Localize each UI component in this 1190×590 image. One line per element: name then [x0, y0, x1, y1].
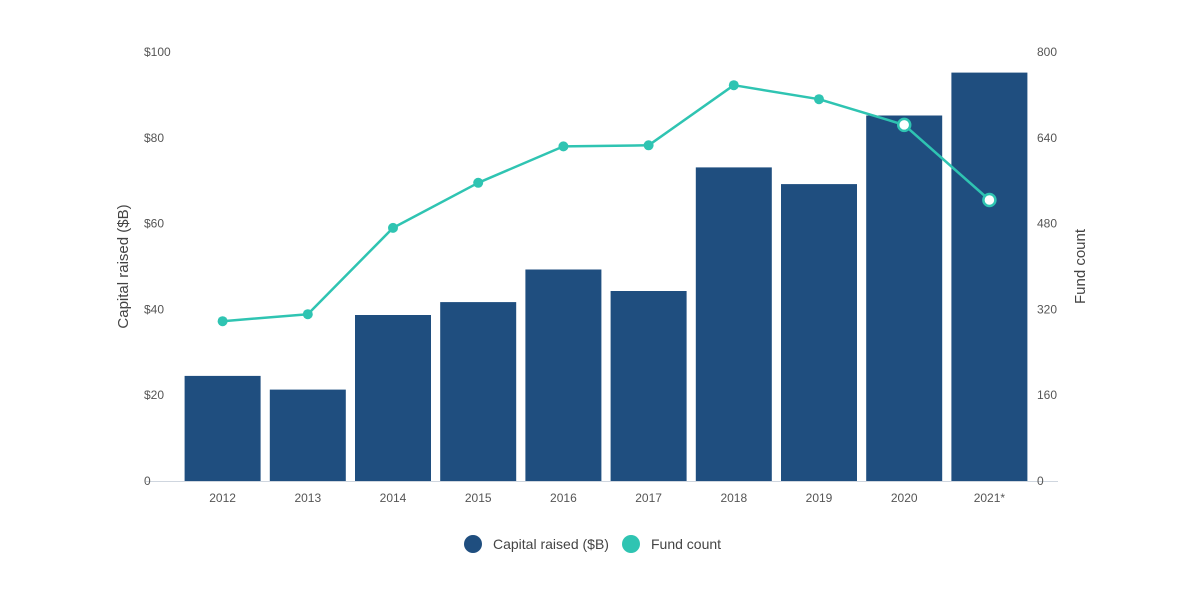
bar-2015 — [440, 302, 517, 481]
x-tick-label: 2017 — [635, 491, 662, 505]
x-tick-label: 2013 — [294, 491, 321, 505]
legend-label-fund-count: Fund count — [651, 536, 721, 552]
line-layer — [217, 80, 997, 327]
bar-2013 — [269, 389, 346, 481]
x-tick-label: 2014 — [380, 491, 407, 505]
fund-count-point-2012 — [217, 316, 228, 327]
legend-label-capital-raised: Capital raised ($B) — [493, 536, 609, 552]
fund-count-point-2016 — [558, 141, 569, 152]
y-right-tick-label: 480 — [1037, 217, 1057, 231]
x-tick-label: 2015 — [465, 491, 492, 505]
y-right-tick-label: 160 — [1037, 388, 1057, 402]
x-tick-label: 2021* — [974, 491, 1006, 505]
legend-item-fund-count[interactable]: Fund count — [622, 535, 721, 553]
y-left-tick-label: $20 — [144, 388, 164, 402]
fund-count-point-2015 — [473, 177, 484, 188]
y-left-tick-label: $80 — [144, 131, 164, 145]
x-tick-label: 2012 — [209, 491, 236, 505]
y-left-tick-label: $100 — [144, 45, 171, 59]
bar-2020 — [866, 115, 943, 481]
axes-layer: 0 $20 $40 $60 $80 $100 0 160 320 480 640 800 2012 201… — [115, 45, 1089, 505]
y-left-axis-title: Capital raised ($B) — [115, 204, 132, 328]
y-left-tick-label: $60 — [144, 217, 164, 231]
y-right-tick-label: 0 — [1037, 474, 1044, 488]
y-left-tick-label: $40 — [144, 302, 164, 316]
bar-2016 — [525, 269, 602, 481]
bar-2012 — [184, 375, 261, 481]
y-left-tick-label: 0 — [144, 474, 151, 488]
x-tick-label: 2019 — [806, 491, 833, 505]
fund-count-point-2018 — [728, 80, 739, 91]
y-right-tick-label: 320 — [1037, 302, 1057, 316]
fund-count-point-2021* — [982, 192, 997, 208]
fund-count-line — [222, 83, 991, 323]
bar-2018 — [695, 167, 772, 481]
x-tick-label: 2018 — [720, 491, 747, 505]
bar-2021* — [951, 72, 1028, 481]
y-right-tick-label: 640 — [1037, 131, 1057, 145]
legend[interactable]: Capital raised ($B) Fund count — [464, 535, 721, 553]
fund-count-point-2014 — [388, 222, 398, 233]
legend-marker-fund-count — [622, 535, 640, 553]
bar-2019 — [781, 184, 857, 481]
fund-count-point-2013 — [302, 309, 313, 320]
x-tick-label: 2020 — [891, 491, 918, 505]
legend-marker-capital-raised — [464, 535, 482, 553]
y-right-tick-label: 800 — [1037, 45, 1057, 59]
fund-count-point-2017 — [643, 140, 654, 151]
legend-item-capital-raised[interactable]: Capital raised ($B) — [464, 535, 609, 553]
bar-2014 — [355, 315, 431, 481]
y-right-axis-title: Fund count — [1072, 228, 1089, 304]
bar-2017 — [610, 291, 687, 481]
fund-count-point-2019 — [814, 94, 824, 105]
fund-count-point-2020 — [896, 117, 912, 133]
bars-layer — [184, 72, 1028, 481]
x-tick-label: 2016 — [550, 491, 577, 505]
